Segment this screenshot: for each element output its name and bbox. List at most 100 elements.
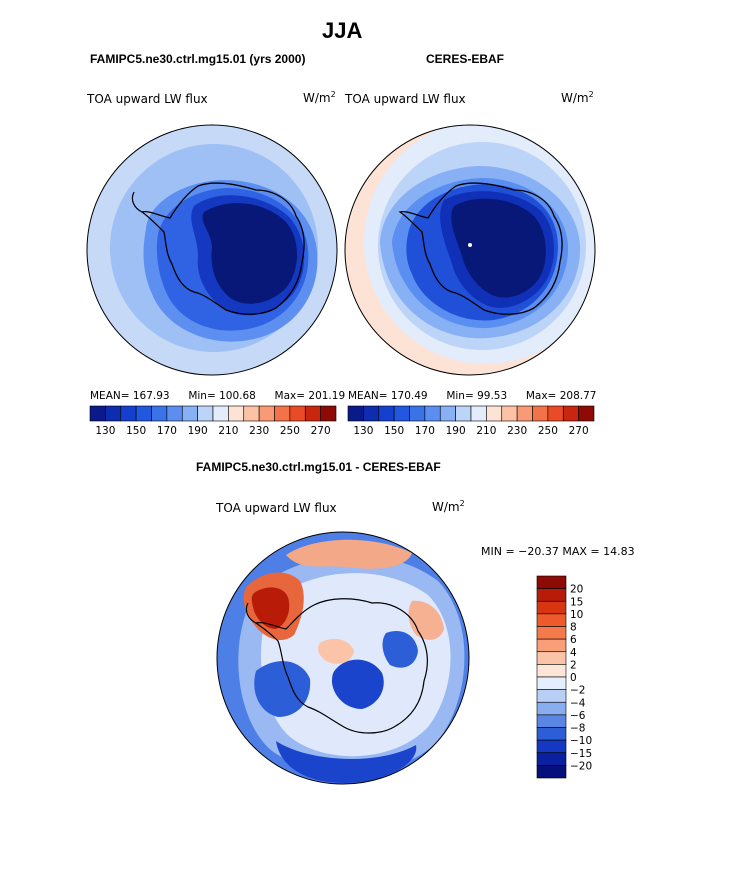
model-stats-line: MEAN= 167.93 Min= 100.68 Max= 201.19	[90, 390, 345, 402]
colorbar-tick-label: −20	[570, 760, 592, 772]
colorbar-swatch	[562, 405, 579, 422]
units-base: W/m	[432, 500, 460, 514]
colorbar-tick-label: −2	[570, 685, 585, 697]
obs-polar-map	[344, 124, 596, 376]
colorbar-tick-label: 4	[570, 647, 577, 659]
colorbar-swatch	[455, 405, 472, 422]
colorbar-tick-label: 250	[280, 425, 300, 437]
colorbar-swatch	[536, 739, 567, 754]
colorbar-tick-label: −4	[570, 697, 586, 709]
colorbar-swatch	[363, 405, 380, 422]
colorbar-tick-label: 230	[249, 425, 269, 437]
colorbar-tick-label: 130	[353, 425, 373, 437]
colorbar-tick-label: 150	[384, 425, 404, 437]
max-value: 201.19	[308, 390, 346, 402]
model-panel-heading: FAMIPC5.ne30.ctrl.mg15.01 (yrs 2000)	[90, 52, 306, 66]
colorbar-tick-label: 270	[569, 425, 589, 437]
colorbar-swatch	[536, 701, 567, 716]
colorbar-swatch	[536, 626, 567, 640]
units-base: W/m	[561, 91, 589, 105]
colorbar-swatch	[501, 405, 518, 422]
max-label: Max=	[525, 390, 557, 402]
obs-units-label: W/m2	[561, 90, 594, 105]
colorbar-swatch	[536, 613, 567, 627]
colorbar-swatch	[536, 676, 567, 690]
colorbar-swatch	[105, 405, 122, 422]
diff-cold-patch-east	[382, 631, 418, 668]
diff-polar-map	[216, 531, 470, 785]
model-colorbar: 130 150 170 190 210 230 250 270	[89, 405, 337, 437]
colorbar-swatch	[536, 575, 567, 589]
diff-panel-heading: FAMIPC5.ne30.ctrl.mg15.01 - CERES-EBAF	[196, 460, 441, 474]
diff-cold-edge-south	[276, 741, 417, 783]
diff-variable-label: TOA upward LW flux	[216, 501, 337, 515]
antarctic-peninsula-coast	[245, 602, 257, 624]
colorbar-swatch	[547, 405, 564, 422]
model-variable-label: TOA upward LW flux	[87, 92, 208, 106]
min-value: 99.53	[477, 390, 508, 402]
antarctic-peninsula-coast	[131, 191, 143, 213]
antarctica-coastline	[140, 182, 305, 315]
colorbar-swatch	[486, 405, 503, 422]
colorbar-swatch	[135, 405, 152, 422]
colorbar-swatch	[439, 405, 456, 422]
diff-warm-patch-center	[318, 638, 354, 664]
obs-variable-label: TOA upward LW flux	[345, 92, 466, 106]
diff-units-label: W/m2	[432, 499, 465, 514]
colorbar-swatch	[536, 689, 567, 703]
colorbar-swatch	[181, 405, 198, 422]
antarctica-coastline	[254, 598, 428, 734]
obs-stats-line: MEAN= 170.49 Min= 99.53 Max= 208.77	[348, 390, 596, 402]
units-exponent: 2	[459, 499, 465, 508]
colorbar-tick-label: 190	[188, 425, 208, 437]
colorbar-swatch	[470, 405, 487, 422]
colorbar-tick-label: 170	[157, 425, 177, 437]
colorbar-swatch	[393, 405, 410, 422]
colorbar-swatch	[166, 405, 183, 422]
colorbar-tick-label: 2	[570, 659, 577, 671]
min-label: Min=	[188, 390, 216, 402]
colorbar-swatch	[536, 651, 567, 665]
model-map-border	[86, 124, 338, 376]
colorbar-tick-label: 190	[446, 425, 466, 437]
colorbar-tick-label: 150	[126, 425, 146, 437]
south-pole-marker	[468, 243, 472, 247]
mean-label: MEAN=	[348, 390, 388, 402]
colorbar-swatch	[347, 405, 364, 422]
colorbar-tick-label: −6	[570, 710, 586, 722]
colorbar-swatch	[536, 765, 567, 779]
colorbar-swatch	[274, 405, 291, 422]
colorbar-swatch	[532, 405, 549, 422]
colorbar-swatch	[424, 405, 441, 422]
colorbar-tick-label: 20	[570, 584, 583, 596]
colorbar-swatch	[243, 405, 260, 422]
diff-map-border	[216, 531, 470, 785]
colorbar-tick-label: 270	[311, 425, 331, 437]
colorbar-tick-label: 6	[570, 634, 577, 646]
colorbar-swatch	[536, 664, 567, 678]
model-polar-map	[86, 124, 338, 376]
colorbar-swatch	[516, 405, 533, 422]
model-units-label: W/m2	[303, 90, 336, 105]
colorbar-swatch	[536, 727, 567, 741]
diff-cold-patch-center	[332, 659, 384, 709]
units-base: W/m	[303, 91, 331, 105]
colorbar-tick-label: 0	[570, 672, 577, 684]
colorbar-tick-label: −8	[570, 723, 585, 735]
colorbar-swatch	[536, 600, 567, 615]
antarctica-coastline	[398, 182, 563, 315]
mean-label: MEAN=	[90, 390, 130, 402]
model-contour-core	[202, 203, 298, 304]
colorbar-swatch	[536, 752, 567, 766]
colorbar-swatch	[304, 405, 321, 422]
max-value: 208.77	[559, 390, 597, 402]
colorbar-tick-label: 8	[570, 622, 577, 634]
figure-title: JJA	[322, 18, 363, 43]
units-exponent: 2	[330, 90, 336, 99]
colorbar-swatch	[89, 405, 106, 422]
colorbar-swatch	[536, 638, 567, 653]
colorbar-swatch	[258, 405, 275, 422]
colorbar-swatch	[228, 405, 245, 422]
obs-panel-heading: CERES-EBAF	[426, 52, 505, 66]
